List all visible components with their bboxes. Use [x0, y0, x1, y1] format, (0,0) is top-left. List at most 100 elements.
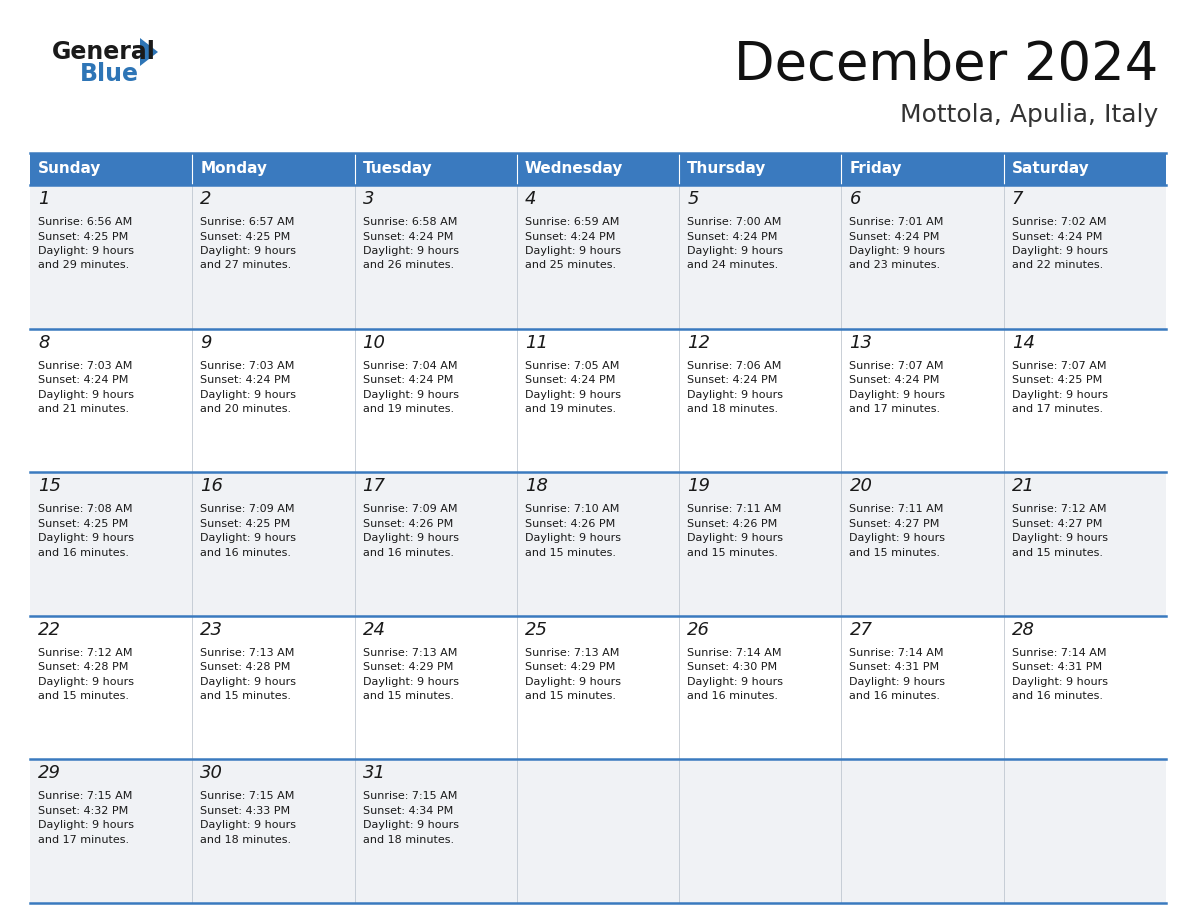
- Text: Daylight: 9 hours: Daylight: 9 hours: [687, 246, 783, 256]
- Text: and 26 minutes.: and 26 minutes.: [362, 261, 454, 271]
- Text: 14: 14: [1012, 333, 1035, 352]
- Text: Daylight: 9 hours: Daylight: 9 hours: [38, 246, 134, 256]
- Text: 2: 2: [201, 190, 211, 208]
- Text: and 16 minutes.: and 16 minutes.: [849, 691, 941, 701]
- Text: Sunrise: 7:14 AM: Sunrise: 7:14 AM: [687, 648, 782, 658]
- Bar: [30, 472, 1165, 616]
- Text: General: General: [52, 40, 156, 64]
- Text: Blue: Blue: [80, 62, 139, 86]
- Text: Sunrise: 7:15 AM: Sunrise: 7:15 AM: [38, 791, 132, 801]
- Polygon shape: [140, 38, 158, 66]
- Text: Sunrise: 7:12 AM: Sunrise: 7:12 AM: [1012, 504, 1106, 514]
- Text: 3: 3: [362, 190, 374, 208]
- Text: Sunset: 4:32 PM: Sunset: 4:32 PM: [38, 806, 128, 816]
- Text: Daylight: 9 hours: Daylight: 9 hours: [1012, 677, 1107, 687]
- Text: Sunrise: 7:02 AM: Sunrise: 7:02 AM: [1012, 217, 1106, 227]
- Text: and 19 minutes.: and 19 minutes.: [362, 404, 454, 414]
- Text: Daylight: 9 hours: Daylight: 9 hours: [201, 246, 296, 256]
- Text: Sunset: 4:25 PM: Sunset: 4:25 PM: [201, 519, 291, 529]
- Text: Daylight: 9 hours: Daylight: 9 hours: [38, 389, 134, 399]
- Text: 12: 12: [687, 333, 710, 352]
- Text: 26: 26: [687, 621, 710, 639]
- Text: 10: 10: [362, 333, 386, 352]
- Text: 11: 11: [525, 333, 548, 352]
- Text: Sunrise: 7:15 AM: Sunrise: 7:15 AM: [362, 791, 457, 801]
- Text: Sunset: 4:30 PM: Sunset: 4:30 PM: [687, 662, 777, 672]
- Text: Tuesday: Tuesday: [362, 162, 432, 176]
- Text: Daylight: 9 hours: Daylight: 9 hours: [687, 389, 783, 399]
- Text: and 16 minutes.: and 16 minutes.: [38, 548, 129, 558]
- Text: Sunset: 4:24 PM: Sunset: 4:24 PM: [525, 231, 615, 241]
- Text: Sunrise: 7:15 AM: Sunrise: 7:15 AM: [201, 791, 295, 801]
- Text: 23: 23: [201, 621, 223, 639]
- Text: and 17 minutes.: and 17 minutes.: [1012, 404, 1102, 414]
- Text: Sunrise: 7:09 AM: Sunrise: 7:09 AM: [362, 504, 457, 514]
- Bar: [30, 185, 1165, 329]
- Text: Daylight: 9 hours: Daylight: 9 hours: [687, 533, 783, 543]
- Text: Friday: Friday: [849, 162, 902, 176]
- Text: Sunrise: 7:11 AM: Sunrise: 7:11 AM: [687, 504, 782, 514]
- Text: and 25 minutes.: and 25 minutes.: [525, 261, 617, 271]
- Text: Sunrise: 7:06 AM: Sunrise: 7:06 AM: [687, 361, 782, 371]
- Text: Sunset: 4:26 PM: Sunset: 4:26 PM: [362, 519, 453, 529]
- Text: and 29 minutes.: and 29 minutes.: [38, 261, 129, 271]
- Text: Sunset: 4:27 PM: Sunset: 4:27 PM: [849, 519, 940, 529]
- Text: Sunrise: 7:07 AM: Sunrise: 7:07 AM: [1012, 361, 1106, 371]
- Text: 22: 22: [38, 621, 61, 639]
- Text: Sunset: 4:24 PM: Sunset: 4:24 PM: [362, 375, 453, 385]
- Text: Sunrise: 6:58 AM: Sunrise: 6:58 AM: [362, 217, 457, 227]
- Text: 19: 19: [687, 477, 710, 495]
- Text: Daylight: 9 hours: Daylight: 9 hours: [201, 389, 296, 399]
- Text: Daylight: 9 hours: Daylight: 9 hours: [849, 677, 946, 687]
- Text: Daylight: 9 hours: Daylight: 9 hours: [849, 533, 946, 543]
- Text: Sunrise: 7:01 AM: Sunrise: 7:01 AM: [849, 217, 943, 227]
- Text: and 15 minutes.: and 15 minutes.: [687, 548, 778, 558]
- Text: Daylight: 9 hours: Daylight: 9 hours: [1012, 533, 1107, 543]
- Text: Sunset: 4:29 PM: Sunset: 4:29 PM: [362, 662, 453, 672]
- Text: Daylight: 9 hours: Daylight: 9 hours: [849, 389, 946, 399]
- Text: and 17 minutes.: and 17 minutes.: [38, 834, 129, 845]
- Text: Daylight: 9 hours: Daylight: 9 hours: [38, 677, 134, 687]
- Text: Sunrise: 7:14 AM: Sunrise: 7:14 AM: [849, 648, 944, 658]
- Text: Sunrise: 7:10 AM: Sunrise: 7:10 AM: [525, 504, 619, 514]
- Text: Daylight: 9 hours: Daylight: 9 hours: [849, 246, 946, 256]
- Text: Daylight: 9 hours: Daylight: 9 hours: [525, 677, 621, 687]
- Text: 7: 7: [1012, 190, 1023, 208]
- Text: Daylight: 9 hours: Daylight: 9 hours: [1012, 246, 1107, 256]
- Text: Sunset: 4:24 PM: Sunset: 4:24 PM: [687, 231, 777, 241]
- Text: Daylight: 9 hours: Daylight: 9 hours: [362, 533, 459, 543]
- Text: 4: 4: [525, 190, 536, 208]
- Text: 16: 16: [201, 477, 223, 495]
- Text: and 24 minutes.: and 24 minutes.: [687, 261, 778, 271]
- Text: Sunset: 4:29 PM: Sunset: 4:29 PM: [525, 662, 615, 672]
- Text: and 22 minutes.: and 22 minutes.: [1012, 261, 1102, 271]
- Text: and 15 minutes.: and 15 minutes.: [1012, 548, 1102, 558]
- Text: Daylight: 9 hours: Daylight: 9 hours: [362, 246, 459, 256]
- Text: and 15 minutes.: and 15 minutes.: [38, 691, 129, 701]
- Text: 13: 13: [849, 333, 872, 352]
- Text: 6: 6: [849, 190, 861, 208]
- Text: 30: 30: [201, 765, 223, 782]
- Text: Sunrise: 7:09 AM: Sunrise: 7:09 AM: [201, 504, 295, 514]
- Text: Wednesday: Wednesday: [525, 162, 624, 176]
- Text: and 21 minutes.: and 21 minutes.: [38, 404, 129, 414]
- Text: and 18 minutes.: and 18 minutes.: [362, 834, 454, 845]
- Text: and 16 minutes.: and 16 minutes.: [687, 691, 778, 701]
- Text: 15: 15: [38, 477, 61, 495]
- Text: and 17 minutes.: and 17 minutes.: [849, 404, 941, 414]
- Text: Sunset: 4:25 PM: Sunset: 4:25 PM: [1012, 375, 1102, 385]
- Text: and 19 minutes.: and 19 minutes.: [525, 404, 617, 414]
- Text: Sunrise: 6:57 AM: Sunrise: 6:57 AM: [201, 217, 295, 227]
- Text: 28: 28: [1012, 621, 1035, 639]
- Text: and 20 minutes.: and 20 minutes.: [201, 404, 291, 414]
- Text: Sunrise: 6:59 AM: Sunrise: 6:59 AM: [525, 217, 619, 227]
- Text: Daylight: 9 hours: Daylight: 9 hours: [525, 246, 621, 256]
- Text: Sunset: 4:24 PM: Sunset: 4:24 PM: [525, 375, 615, 385]
- Text: Mottola, Apulia, Italy: Mottola, Apulia, Italy: [899, 103, 1158, 127]
- Text: Sunrise: 7:00 AM: Sunrise: 7:00 AM: [687, 217, 782, 227]
- Text: Sunrise: 7:04 AM: Sunrise: 7:04 AM: [362, 361, 457, 371]
- Text: and 15 minutes.: and 15 minutes.: [362, 691, 454, 701]
- Bar: [30, 153, 1165, 185]
- Text: 8: 8: [38, 333, 50, 352]
- Text: Sunset: 4:34 PM: Sunset: 4:34 PM: [362, 806, 453, 816]
